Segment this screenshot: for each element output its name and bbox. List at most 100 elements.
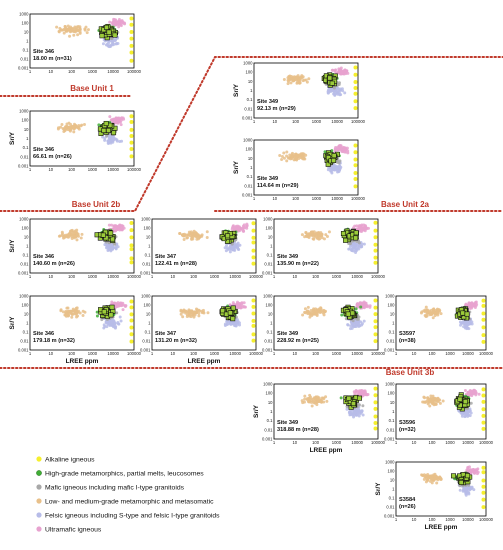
- reference-point: [358, 301, 362, 305]
- y-tick-label: 0.01: [244, 106, 253, 111]
- x-tick-label: 10000: [229, 274, 241, 279]
- reference-point: [107, 139, 111, 143]
- reference-point: [121, 301, 125, 305]
- y-tick-label: 1000: [243, 61, 253, 66]
- reference-point: [363, 224, 367, 228]
- site-label-box: [276, 330, 324, 345]
- reference-point: [346, 323, 350, 327]
- y-tick-label: 100: [144, 303, 152, 308]
- legend-marker: [36, 484, 42, 490]
- y-tick-label: 0.01: [20, 262, 29, 267]
- alkaline-point: [129, 154, 134, 159]
- reference-point: [62, 31, 66, 35]
- reference-point: [117, 322, 121, 326]
- reference-point: [351, 226, 355, 230]
- y-tick-label: 0.1: [23, 145, 29, 150]
- reference-point: [433, 311, 437, 315]
- x-tick-label: 1000: [210, 274, 220, 279]
- reference-point: [237, 304, 241, 308]
- y-tick-label: 1: [250, 88, 253, 93]
- alkaline-point: [251, 248, 256, 253]
- reference-point: [468, 321, 472, 325]
- sample-point: [101, 309, 107, 315]
- sample-points: [98, 304, 116, 319]
- reference-point: [195, 233, 199, 237]
- x-tick-label: 10000: [351, 440, 363, 445]
- reference-point: [364, 302, 368, 306]
- y-tick-label: 100: [22, 21, 30, 26]
- alkaline-point: [251, 255, 256, 260]
- reference-point: [57, 126, 61, 130]
- reference-point: [316, 398, 320, 402]
- reference-point: [70, 312, 74, 316]
- alkaline-point: [129, 247, 134, 252]
- alkaline-point: [129, 120, 134, 124]
- reference-point: [120, 139, 124, 143]
- reference-point: [114, 224, 118, 228]
- y-tick-label: 0.01: [386, 505, 395, 510]
- sample-point: [108, 230, 114, 236]
- alkaline-point: [373, 400, 378, 405]
- reference-point: [64, 124, 68, 128]
- reference-point: [75, 315, 79, 319]
- x-tick-label: 1000: [88, 274, 98, 279]
- y-tick-label: 0.001: [140, 348, 151, 353]
- reference-point: [240, 301, 244, 305]
- reference-point: [75, 232, 79, 236]
- x-tick-label: 100000: [127, 274, 142, 279]
- reference-point: [327, 230, 331, 234]
- alkaline-point: [353, 65, 358, 70]
- reference-point: [62, 236, 66, 240]
- reference-point: [351, 246, 355, 250]
- reference-point: [351, 319, 355, 323]
- reference-point: [242, 301, 246, 305]
- reference-point: [431, 316, 435, 320]
- reference-point: [97, 123, 101, 127]
- unit-separators: [0, 56, 503, 369]
- reference-point: [67, 27, 71, 31]
- x-tick-label: 1000: [88, 351, 98, 356]
- unit-labels: Base Unit 1 Base Unit 2b Base Unit 2a Base …: [70, 84, 434, 377]
- alkaline-point: [129, 146, 134, 151]
- y-tick-label: 1: [148, 321, 151, 326]
- y-tick-label: 100: [246, 147, 254, 152]
- reference-point: [360, 409, 364, 413]
- reference-point: [120, 224, 124, 228]
- y-tick-label: 0.01: [20, 339, 29, 344]
- sample-point: [99, 33, 105, 39]
- reference-point: [282, 151, 286, 155]
- site-name: S3596: [399, 420, 415, 426]
- legend-label: Felsic igneous including S-type and fels…: [45, 512, 220, 519]
- unit-label: Base Unit 2b: [72, 200, 121, 209]
- reference-point: [71, 125, 75, 129]
- reference-point: [182, 237, 186, 241]
- y-tick-label: 10: [268, 235, 273, 240]
- reference-point: [329, 169, 333, 173]
- x-tick-label: 100: [68, 274, 76, 279]
- y-tick-label: 0.001: [18, 164, 29, 169]
- x-tick-label: 10000: [107, 351, 119, 356]
- alkaline-point: [373, 248, 378, 253]
- alkaline-point: [481, 490, 486, 495]
- y-tick-label: 0.001: [18, 66, 29, 71]
- sample-point: [329, 80, 335, 86]
- alkaline-point: [353, 86, 358, 91]
- reference-point: [119, 303, 123, 307]
- x-tick-label: 10000: [331, 119, 343, 124]
- reference-point: [434, 474, 438, 478]
- x-tick-label: 100: [312, 440, 320, 445]
- y-tick-label: 0.1: [145, 330, 151, 335]
- x-tick-label: 100000: [351, 119, 366, 124]
- alkaline-point: [481, 413, 486, 418]
- y-tick-label: 0.01: [244, 183, 253, 188]
- y-tick-label: 1000: [385, 460, 395, 465]
- reference-point: [285, 159, 289, 163]
- reference-point: [101, 42, 105, 46]
- reference-point: [424, 309, 428, 313]
- y-tick-label: 0.001: [262, 348, 273, 353]
- reference-point: [467, 391, 471, 395]
- reference-point: [335, 160, 339, 164]
- x-tick-label: 100: [190, 351, 198, 356]
